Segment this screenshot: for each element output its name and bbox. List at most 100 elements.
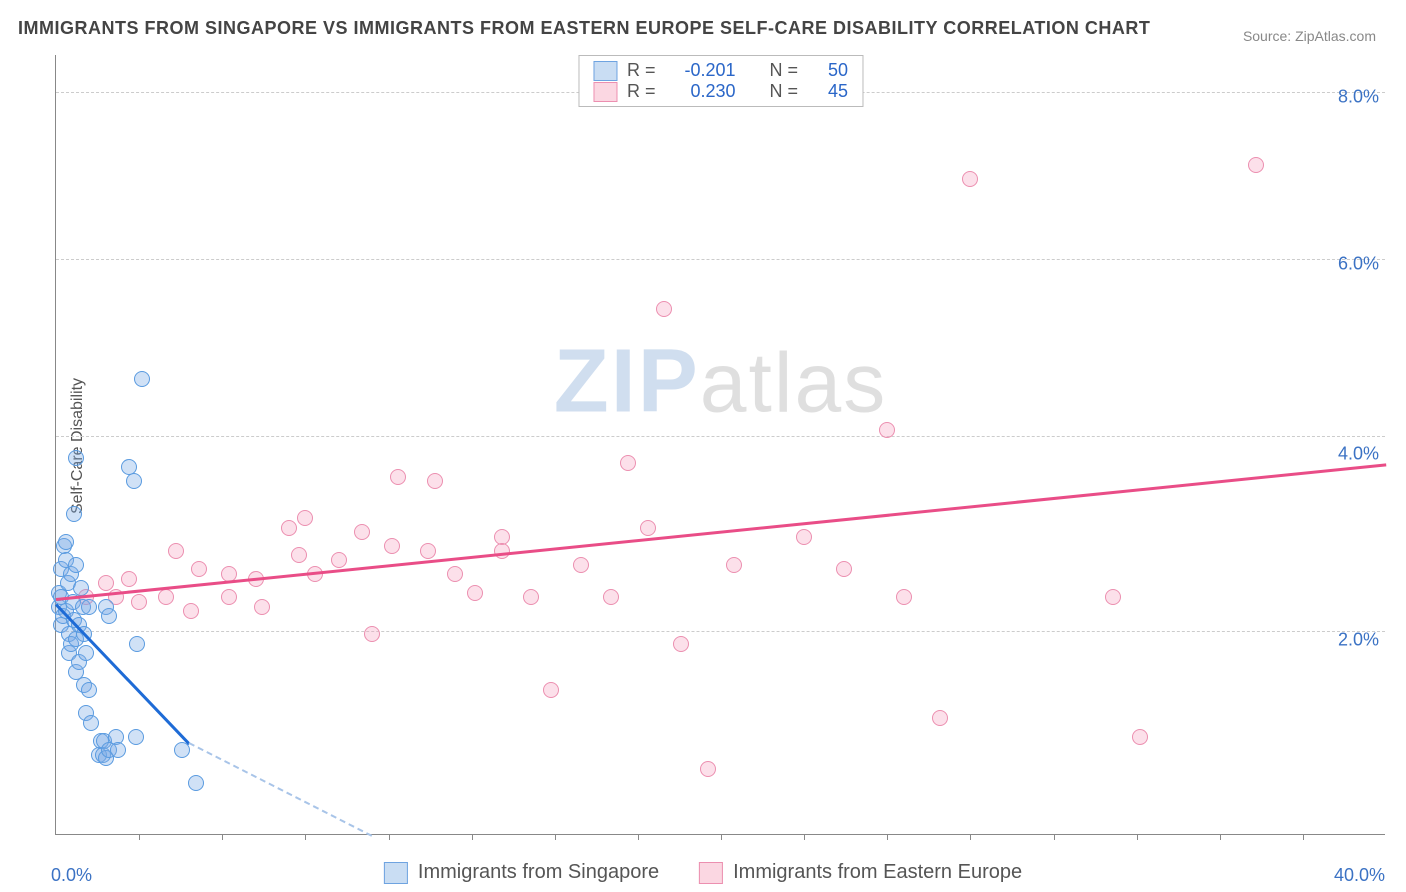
source-label: Source: ZipAtlas.com — [1243, 28, 1376, 44]
scatter-point-b — [281, 520, 297, 536]
n-value-b: 45 — [808, 81, 848, 102]
scatter-point-a — [58, 534, 74, 550]
series-legend: Immigrants from Singapore Immigrants fro… — [384, 861, 1022, 884]
legend-item-a: Immigrants from Singapore — [384, 861, 659, 884]
swatch-series-a — [593, 61, 617, 81]
trend-line — [56, 464, 1386, 602]
x-tick — [1137, 834, 1138, 840]
scatter-point-a — [174, 742, 190, 758]
scatter-point-b — [158, 589, 174, 605]
scatter-point-b — [467, 585, 483, 601]
scatter-point-a — [110, 742, 126, 758]
n-label: N = — [770, 81, 799, 102]
scatter-point-b — [836, 561, 852, 577]
r-value-a: -0.201 — [666, 60, 736, 81]
trend-line — [189, 742, 373, 837]
scatter-point-b — [896, 589, 912, 605]
x-tick — [389, 834, 390, 840]
scatter-point-a — [128, 729, 144, 745]
scatter-point-a — [129, 636, 145, 652]
scatter-point-b — [796, 529, 812, 545]
plot-area: R = -0.201 N = 50 R = 0.230 N = 45 ZIPat… — [55, 55, 1385, 835]
scatter-point-b — [331, 552, 347, 568]
scatter-point-b — [121, 571, 137, 587]
gridline — [56, 436, 1385, 437]
x-tick — [555, 834, 556, 840]
scatter-point-a — [81, 682, 97, 698]
swatch-series-b — [593, 82, 617, 102]
scatter-point-b — [221, 589, 237, 605]
scatter-point-b — [573, 557, 589, 573]
watermark-zip: ZIP — [554, 332, 700, 432]
scatter-point-b — [640, 520, 656, 536]
x-tick-label-max: 40.0% — [1334, 865, 1385, 886]
scatter-point-b — [191, 561, 207, 577]
scatter-point-b — [254, 599, 270, 615]
scatter-point-b — [98, 575, 114, 591]
legend-row-b: R = 0.230 N = 45 — [593, 81, 848, 102]
n-value-a: 50 — [808, 60, 848, 81]
scatter-point-a — [66, 506, 82, 522]
x-tick — [887, 834, 888, 840]
scatter-point-b — [168, 543, 184, 559]
x-tick — [1303, 834, 1304, 840]
scatter-point-b — [603, 589, 619, 605]
scatter-point-b — [1248, 157, 1264, 173]
watermark: ZIPatlas — [554, 331, 887, 434]
r-label: R = — [627, 81, 656, 102]
scatter-point-b — [1132, 729, 1148, 745]
scatter-point-a — [188, 775, 204, 791]
scatter-point-a — [101, 608, 117, 624]
x-tick — [305, 834, 306, 840]
scatter-point-b — [447, 566, 463, 582]
scatter-point-b — [354, 524, 370, 540]
scatter-point-b — [420, 543, 436, 559]
scatter-point-b — [364, 626, 380, 642]
gridline — [56, 259, 1385, 260]
scatter-point-a — [134, 371, 150, 387]
scatter-point-b — [131, 594, 147, 610]
scatter-point-b — [620, 455, 636, 471]
chart-title: IMMIGRANTS FROM SINGAPORE VS IMMIGRANTS … — [18, 18, 1150, 39]
scatter-point-b — [932, 710, 948, 726]
x-tick — [970, 834, 971, 840]
legend-item-b: Immigrants from Eastern Europe — [699, 861, 1022, 884]
scatter-point-b — [390, 469, 406, 485]
y-tick-label: 8.0% — [1338, 86, 1379, 107]
scatter-point-b — [291, 547, 307, 563]
x-tick — [472, 834, 473, 840]
scatter-point-a — [68, 557, 84, 573]
gridline — [56, 631, 1385, 632]
scatter-point-a — [78, 645, 94, 661]
scatter-point-b — [700, 761, 716, 777]
n-label: N = — [770, 60, 799, 81]
scatter-point-b — [962, 171, 978, 187]
scatter-point-a — [126, 473, 142, 489]
scatter-point-b — [673, 636, 689, 652]
x-tick-label-min: 0.0% — [51, 865, 92, 886]
scatter-point-b — [297, 510, 313, 526]
legend-row-a: R = -0.201 N = 50 — [593, 60, 848, 81]
r-label: R = — [627, 60, 656, 81]
series-a-name: Immigrants from Singapore — [418, 861, 659, 884]
scatter-point-b — [384, 538, 400, 554]
scatter-point-a — [73, 580, 89, 596]
scatter-point-b — [427, 473, 443, 489]
x-tick — [721, 834, 722, 840]
y-tick-label: 4.0% — [1338, 444, 1379, 465]
x-tick — [1220, 834, 1221, 840]
scatter-point-a — [83, 715, 99, 731]
x-tick — [638, 834, 639, 840]
scatter-point-b — [656, 301, 672, 317]
scatter-point-b — [1105, 589, 1121, 605]
x-tick — [222, 834, 223, 840]
y-tick-label: 6.0% — [1338, 253, 1379, 274]
swatch-series-a-icon — [384, 862, 408, 884]
scatter-point-b — [523, 589, 539, 605]
correlation-legend: R = -0.201 N = 50 R = 0.230 N = 45 — [578, 55, 863, 107]
x-tick — [139, 834, 140, 840]
swatch-series-b-icon — [699, 862, 723, 884]
scatter-point-b — [543, 682, 559, 698]
scatter-point-b — [726, 557, 742, 573]
series-b-name: Immigrants from Eastern Europe — [733, 861, 1022, 884]
